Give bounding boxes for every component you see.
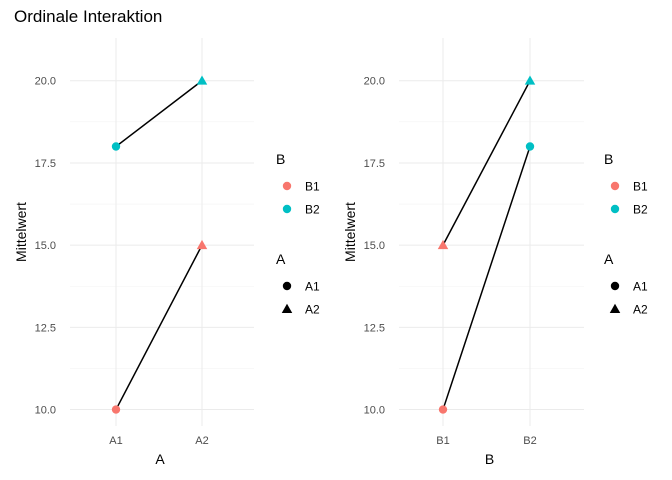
legend-label: A1	[633, 280, 648, 294]
legend-key	[282, 204, 292, 214]
legend-label: A2	[633, 303, 648, 317]
y-tick-label: 15.0	[35, 240, 56, 252]
y-tick-label: 20.0	[364, 76, 385, 88]
x-tick-label: A1	[109, 435, 122, 447]
data-point	[196, 239, 208, 250]
legend-key	[609, 303, 621, 313]
legend-title: B	[604, 151, 613, 167]
y-tick-label: 20.0	[35, 76, 56, 88]
legend-label: B1	[633, 180, 648, 194]
legend-label: B2	[633, 203, 648, 217]
legend-key	[282, 281, 292, 291]
panel-1: 10.0 12.5 15.0 17.5 20.0 A1 A2 A Mittelwert B B1 B2…	[13, 38, 320, 467]
data-point	[525, 142, 535, 151]
legend-label: B2	[305, 203, 320, 217]
legend-key	[610, 204, 620, 214]
legend-key	[610, 281, 620, 291]
y-tick-label: 12.5	[35, 322, 56, 334]
series-line	[115, 80, 203, 148]
legend-key	[281, 303, 293, 313]
legend-title: A	[604, 251, 614, 267]
legend-key	[610, 181, 620, 191]
legend-title: B	[276, 151, 285, 167]
data-point	[196, 75, 208, 85]
y-axis-title: Mittelwert	[13, 202, 29, 262]
legend-label: A2	[305, 303, 320, 317]
y-tick-label: 10.0	[364, 405, 385, 417]
chart-title: Ordinale Interaktion	[14, 7, 162, 26]
x-tick-label: B2	[523, 435, 536, 447]
x-axis-title: A	[155, 451, 165, 467]
data-point	[524, 75, 536, 85]
y-tick-label: 15.0	[364, 240, 385, 252]
legend-key	[282, 181, 292, 191]
legend-label: B1	[305, 180, 320, 194]
y-tick-label: 17.5	[364, 158, 385, 170]
legend-label: A1	[305, 280, 320, 294]
series-line	[442, 80, 531, 246]
y-tick-label: 10.0	[35, 405, 56, 417]
y-tick-label: 17.5	[35, 158, 56, 170]
series-line	[442, 146, 531, 410]
y-tick-label: 12.5	[364, 322, 385, 334]
x-axis-title: B	[485, 451, 494, 467]
legend-title: A	[276, 251, 286, 267]
x-tick-label: B1	[436, 435, 449, 447]
x-tick-label: A2	[195, 435, 208, 447]
series-line	[115, 244, 203, 410]
data-point	[111, 405, 121, 414]
data-point	[438, 405, 448, 414]
data-point	[437, 239, 449, 250]
panel-2: 10.0 12.5 15.0 17.5 20.0 B1 B2 B Mittelwert B B1 B2…	[342, 38, 648, 467]
y-axis-title: Mittelwert	[342, 202, 358, 262]
data-point	[111, 142, 121, 151]
